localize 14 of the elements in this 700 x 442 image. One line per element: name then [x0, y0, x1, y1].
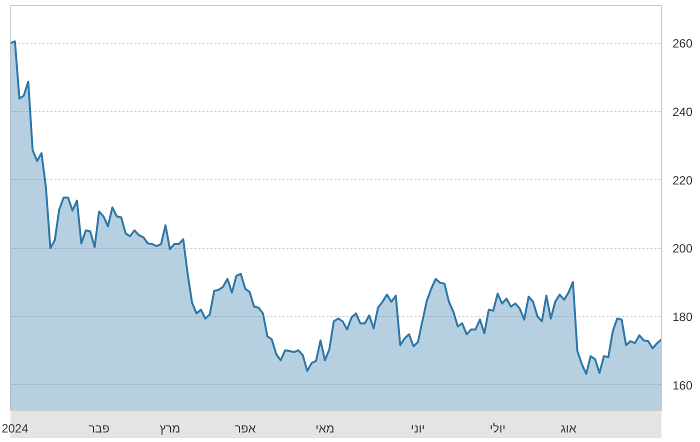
x-tick-label: אוג: [560, 422, 577, 436]
x-tick-label: יוני: [410, 422, 425, 436]
y-tick-label: 160: [672, 378, 693, 392]
y-tick-label: 180: [672, 310, 693, 324]
x-tick-label: מרץ: [160, 422, 180, 436]
x-tick-label: 2024: [2, 422, 29, 436]
y-tick-label: 220: [672, 173, 693, 188]
x-tick-label: יולי: [490, 422, 506, 436]
x-tick-label: אפר: [234, 422, 256, 436]
x-tick-label: פבר: [88, 422, 110, 436]
y-tick-label: 240: [672, 104, 693, 119]
x-tick-label: מאי: [315, 422, 334, 436]
y-tick-label: 200: [672, 242, 693, 256]
y-tick-label: 260: [672, 36, 693, 51]
